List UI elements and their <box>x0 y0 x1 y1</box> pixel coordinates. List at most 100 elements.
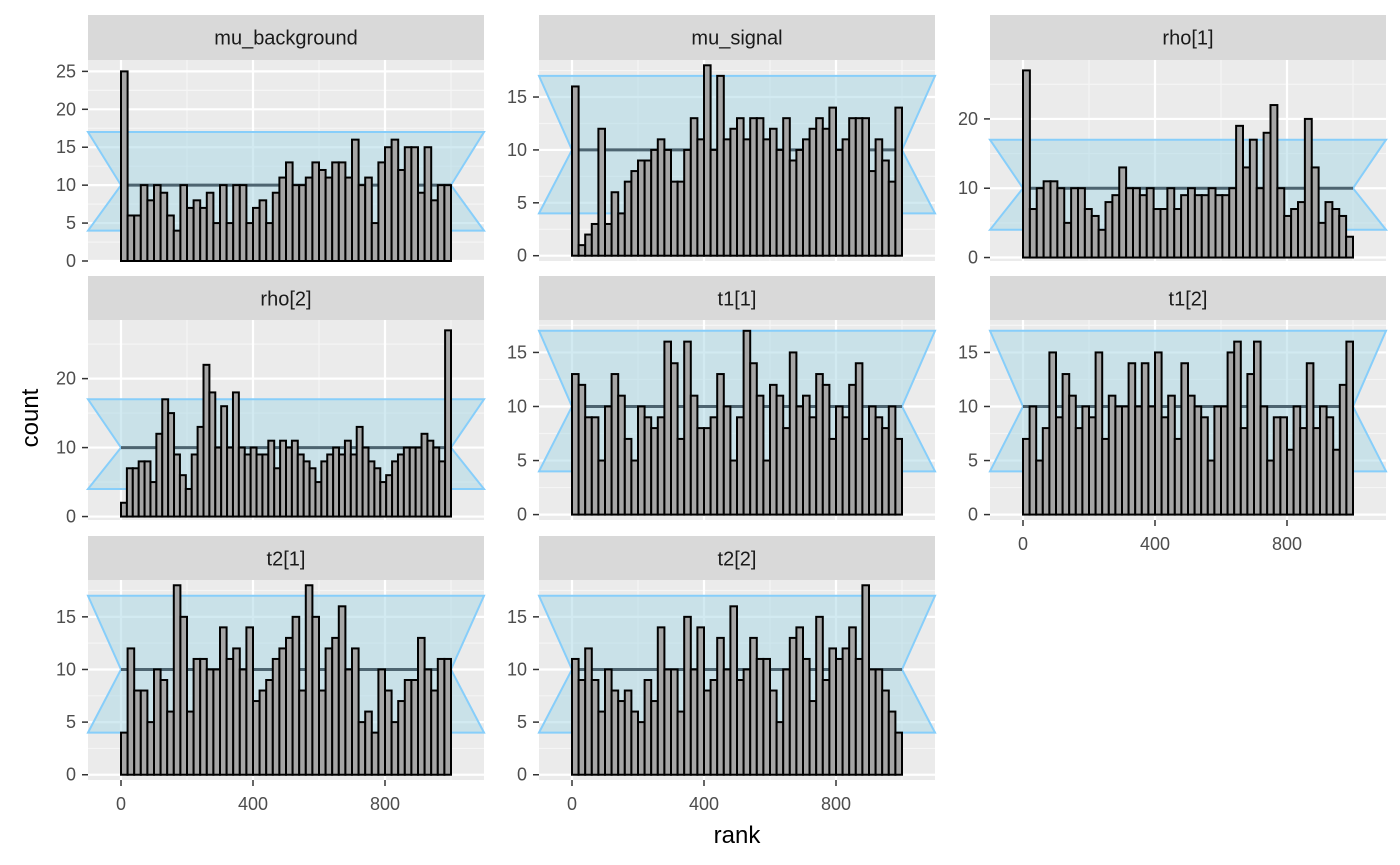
y-tick-label: 15 <box>958 342 978 362</box>
histogram-bar <box>1180 194 1189 259</box>
histogram-bar <box>1111 194 1121 259</box>
histogram-bar <box>1132 187 1141 259</box>
y-tick-label: 15 <box>507 342 527 362</box>
histogram-bar <box>443 657 452 776</box>
y-tick-label: 10 <box>56 659 76 679</box>
x-tick-label: 0 <box>567 794 577 814</box>
facet-strip <box>539 15 935 60</box>
histogram-bar <box>1338 214 1348 259</box>
histogram-bar <box>1200 194 1210 259</box>
y-tick-label: 10 <box>507 396 527 416</box>
y-tick-label: 20 <box>56 99 76 119</box>
histogram-bar <box>1152 208 1162 259</box>
y-tick-label: 15 <box>56 137 76 157</box>
histogram-bar <box>894 106 904 257</box>
histogram-bar <box>1118 166 1128 259</box>
histogram-bar <box>364 176 373 262</box>
y-tick-label: 20 <box>56 369 76 389</box>
facet-title: t2[2] <box>718 549 757 571</box>
histogram-bar <box>444 329 453 518</box>
y-tick-label: 5 <box>968 451 978 471</box>
facet-strip <box>88 15 484 60</box>
facet-title: t1[2] <box>1169 289 1208 311</box>
facet-panel: mu_signal 0 5 10 15 <box>507 15 937 266</box>
histogram-bar <box>1159 208 1169 259</box>
y-tick-label: 0 <box>66 765 76 785</box>
x-tick-label: 0 <box>116 794 126 814</box>
facet-title: mu_signal <box>691 28 782 50</box>
histogram-bar <box>1104 201 1114 259</box>
y-tick-label: 5 <box>517 451 527 471</box>
histogram-bar <box>1090 214 1100 259</box>
histogram-bar <box>1283 214 1293 259</box>
y-tick-label: 20 <box>958 109 978 129</box>
facet-strip <box>539 276 935 321</box>
histogram-bar <box>1248 138 1258 259</box>
histogram-bar <box>1166 187 1176 259</box>
y-tick-label: 0 <box>968 505 978 525</box>
histogram-bar <box>1207 187 1217 259</box>
histogram-bar <box>1221 194 1231 259</box>
histogram-bar <box>894 731 904 776</box>
y-tick-label: 0 <box>66 507 76 527</box>
x-tick-label: 800 <box>370 794 400 814</box>
x-tick-label: 400 <box>1140 534 1170 554</box>
facet-strip <box>990 276 1386 321</box>
y-tick-label: 15 <box>507 607 527 627</box>
histogram-bar <box>1083 208 1093 259</box>
histogram-bar <box>1345 340 1355 516</box>
facet-panel: mu_background 0 5 10 15 20 25 <box>56 15 486 271</box>
y-tick-label: 0 <box>517 505 527 525</box>
histogram-bar <box>1242 166 1251 259</box>
y-tick-label: 10 <box>958 178 978 198</box>
x-tick-label: 800 <box>1272 534 1302 554</box>
histogram-bar <box>1028 208 1038 259</box>
x-tick-label: 800 <box>821 794 851 814</box>
histogram-bar <box>571 85 580 257</box>
y-tick-label: 5 <box>517 712 527 732</box>
x-tick-label: 0 <box>1018 534 1028 554</box>
histogram-bar <box>1063 221 1073 259</box>
histogram-bar <box>1056 187 1066 259</box>
facet-strip <box>990 15 1386 60</box>
y-tick-label: 0 <box>66 251 76 271</box>
histogram-bar <box>1022 69 1031 259</box>
histogram-bar <box>1269 104 1279 259</box>
histogram-bar <box>1193 194 1203 259</box>
y-tick-label: 25 <box>56 61 76 81</box>
histogram-bar <box>1324 201 1334 259</box>
histogram-bar <box>1255 187 1265 259</box>
histogram-bar <box>1310 166 1320 259</box>
y-tick-label: 15 <box>507 87 527 107</box>
facet-title: t2[1] <box>267 549 306 571</box>
histogram-bar <box>1125 187 1134 259</box>
histogram-bar <box>1187 187 1196 259</box>
histogram-bar <box>179 615 188 776</box>
histogram-bar <box>1228 187 1238 259</box>
histogram-bar <box>1035 187 1045 259</box>
histogram-bar <box>1303 117 1313 259</box>
histogram-bar <box>1214 194 1224 259</box>
histogram-bar <box>1097 228 1107 259</box>
facet-panel: rho[2] 0 10 20 <box>56 276 487 527</box>
histogram-bar <box>1345 235 1354 259</box>
facet-panel: rho[1] 0 10 20 <box>958 15 1389 268</box>
y-tick-label: 5 <box>66 213 76 233</box>
histogram-bar <box>120 70 129 262</box>
y-tick-label: 15 <box>56 607 76 627</box>
y-tick-label: 10 <box>56 175 76 195</box>
facet-panel: t1[2] 0 5 10 15 0 400 800 <box>958 276 1388 554</box>
histogram-bar <box>1297 201 1306 259</box>
y-tick-label: 0 <box>517 765 527 785</box>
facet-panel: t1[1] 0 5 10 15 <box>507 276 937 525</box>
histogram-bar <box>1235 124 1244 259</box>
facet-title: t1[1] <box>718 289 757 311</box>
histogram-bar <box>1077 187 1086 259</box>
facet-title: rho[2] <box>260 289 311 311</box>
y-tick-label: 10 <box>958 396 978 416</box>
histogram-bar <box>597 127 607 257</box>
facet-strip <box>539 536 935 581</box>
histogram-bar <box>755 394 765 516</box>
y-tick-label: 5 <box>66 712 76 732</box>
histogram-bar <box>1173 208 1183 259</box>
